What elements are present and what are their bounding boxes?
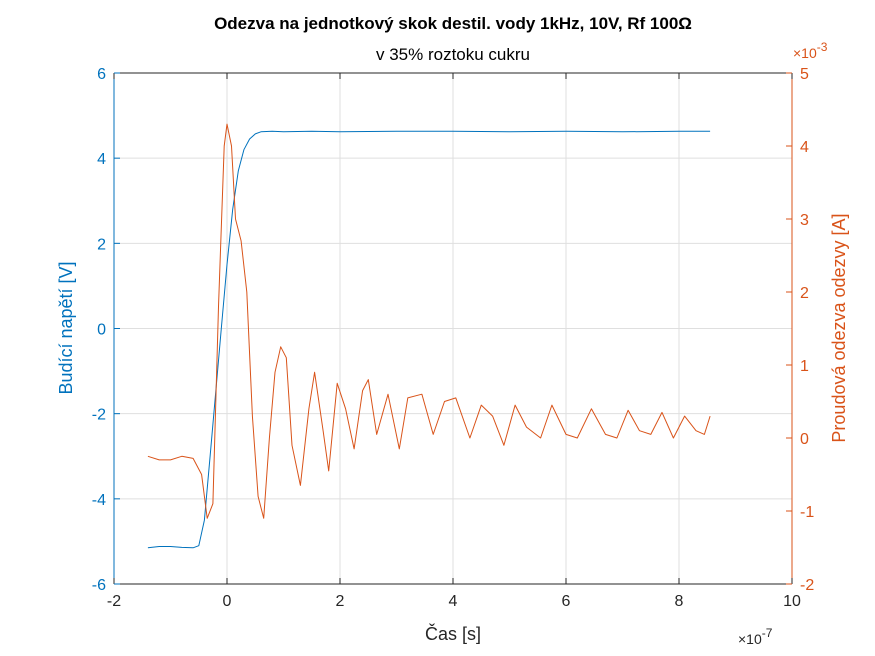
y-left-tick-label: -4 [92,492,106,509]
x-tick-label: -2 [107,593,121,610]
y-right-tick-label: 4 [800,139,809,156]
y-right-tick-label: 3 [800,212,809,229]
x-tick-label: 0 [223,593,232,610]
x-tick-label: 4 [449,593,458,610]
x-tick-label: 2 [336,593,345,610]
y-left-tick-label: 4 [97,151,106,168]
y-right-tick-label: -2 [800,577,814,594]
x-multiplier-base: ×10 [738,631,762,647]
y-left-axis-label: Budící napětí [V] [56,261,76,394]
y-left-tick-label: -2 [92,407,106,424]
x-axis-label: Čas [s] [425,623,481,644]
y-right-tick-label: -1 [800,504,814,521]
x-tick-label: 6 [562,593,571,610]
y-left-tick-label: -6 [92,577,106,594]
x-tick-label: 8 [675,593,684,610]
y-right-axis-label: Proudová odezva odezvy [A] [829,213,849,442]
y-left-tick-label: 0 [97,322,106,339]
y-right-tick-label: 5 [800,66,809,83]
x-tick-label: 10 [783,593,801,610]
y-right-tick-label: 1 [800,358,809,375]
x-multiplier-exp: -7 [762,626,773,640]
chart-subtitle: v 35% roztoku cukru [376,45,530,64]
y-right-tick-label: 2 [800,285,809,302]
y-left-tick-label: 6 [97,66,106,83]
chart-title: Odezva na jednotkový skok destil. vody 1… [214,14,692,33]
y-right-multiplier-base: ×10 [793,45,817,61]
y-left-tick-label: 2 [97,236,106,253]
y-right-multiplier-exp: -3 [817,40,828,54]
y-right-tick-label: 0 [800,431,809,448]
